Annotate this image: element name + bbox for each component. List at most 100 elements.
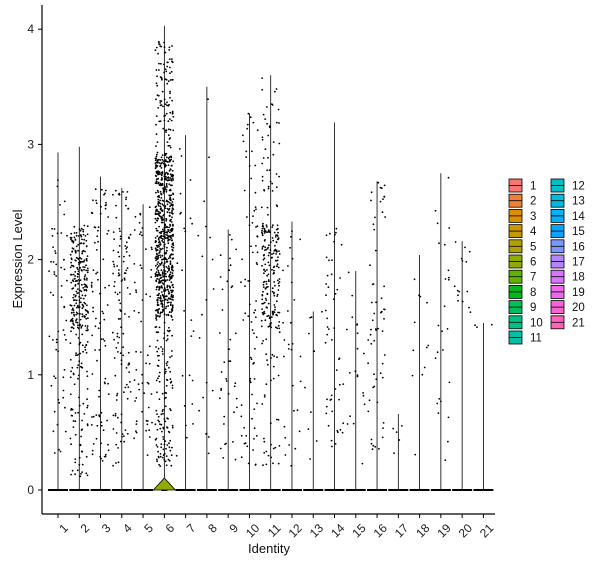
jitter-point bbox=[265, 226, 268, 228]
jitter-point bbox=[169, 273, 172, 276]
jitter-point bbox=[124, 386, 127, 389]
jitter-point bbox=[264, 246, 267, 249]
jitter-point bbox=[148, 206, 151, 209]
jitter-point bbox=[334, 443, 337, 445]
jitter-point bbox=[201, 255, 204, 258]
jitter-point bbox=[333, 240, 335, 243]
jitter-point bbox=[72, 273, 75, 276]
jitter-point bbox=[255, 208, 257, 211]
jitter-point bbox=[265, 383, 268, 386]
jitter-point bbox=[119, 230, 121, 233]
jitter-point bbox=[168, 285, 171, 288]
jitter-point bbox=[277, 418, 280, 421]
jitter-point bbox=[72, 322, 75, 325]
jitter-point bbox=[85, 455, 88, 458]
jitter-point bbox=[261, 175, 264, 178]
jitter-point bbox=[163, 41, 166, 44]
jitter-point bbox=[71, 469, 74, 472]
jitter-point bbox=[104, 189, 107, 192]
jitter-point bbox=[53, 271, 56, 273]
jitter-point bbox=[113, 338, 115, 341]
jitter-point bbox=[107, 443, 109, 446]
jitter-point bbox=[276, 293, 279, 296]
jitter-point bbox=[84, 348, 87, 351]
jitter-point bbox=[283, 355, 285, 358]
jitter-point bbox=[288, 444, 291, 446]
jitter-point bbox=[159, 211, 162, 214]
jitter-point bbox=[170, 301, 172, 304]
jitter-point bbox=[126, 191, 129, 193]
jitter-point bbox=[168, 226, 171, 229]
jitter-point bbox=[77, 243, 79, 246]
jitter-point bbox=[85, 313, 88, 316]
jitter-point bbox=[261, 246, 264, 248]
jitter-point bbox=[169, 329, 171, 332]
jitter-point bbox=[159, 296, 162, 299]
jitter-point bbox=[158, 251, 161, 254]
jitter-point bbox=[166, 361, 169, 363]
jitter-point bbox=[63, 334, 66, 336]
jitter-point bbox=[116, 335, 119, 338]
jitter-point bbox=[361, 462, 364, 465]
jitter-point bbox=[162, 272, 164, 275]
jitter-point bbox=[169, 146, 172, 149]
jitter-point bbox=[261, 77, 263, 79]
jitter-point bbox=[171, 318, 174, 321]
jitter-point bbox=[240, 456, 243, 459]
jitter-point bbox=[267, 314, 270, 317]
jitter-point bbox=[251, 222, 254, 224]
jitter-point bbox=[331, 259, 333, 261]
jitter-point bbox=[161, 261, 163, 264]
jitter-point bbox=[165, 219, 168, 222]
jitter-point bbox=[157, 204, 160, 207]
jitter-point bbox=[160, 280, 163, 282]
jitter-point bbox=[294, 447, 297, 450]
jitter-point bbox=[158, 274, 160, 276]
jitter-point bbox=[139, 264, 142, 267]
jitter-point bbox=[158, 262, 161, 265]
jitter-point bbox=[81, 463, 84, 466]
jitter-point bbox=[98, 349, 101, 351]
jitter-point bbox=[253, 408, 256, 410]
jitter-point bbox=[128, 254, 131, 257]
jitter-point bbox=[448, 227, 451, 229]
jitter-point bbox=[244, 285, 246, 287]
jitter-point bbox=[159, 423, 161, 425]
jitter-point bbox=[97, 327, 100, 330]
jitter-point bbox=[60, 232, 63, 234]
jitter-point bbox=[78, 463, 81, 466]
jitter-point bbox=[293, 299, 296, 301]
jitter-point bbox=[56, 185, 59, 188]
jitter-point bbox=[166, 141, 169, 144]
jitter-point bbox=[69, 253, 72, 256]
jitter-point bbox=[168, 214, 171, 217]
jitter-point bbox=[167, 230, 170, 233]
jitter-point bbox=[362, 394, 365, 397]
jitter-point bbox=[164, 368, 167, 371]
jitter-point bbox=[271, 310, 274, 313]
jitter-point bbox=[250, 358, 253, 361]
jitter-point bbox=[74, 412, 77, 414]
jitter-point bbox=[160, 291, 163, 293]
jitter-point bbox=[165, 233, 167, 236]
jitter-point bbox=[255, 336, 258, 339]
jitter-point bbox=[160, 207, 163, 210]
jitter-point bbox=[57, 350, 59, 353]
jitter-point bbox=[170, 194, 173, 197]
jitter-point bbox=[157, 198, 160, 201]
jitter-point bbox=[167, 236, 170, 238]
jitter-point bbox=[112, 231, 115, 234]
jitter-point bbox=[170, 464, 173, 467]
jitter-point bbox=[115, 216, 118, 219]
jitter-point bbox=[114, 291, 117, 294]
jitter-point bbox=[156, 350, 159, 353]
jitter-point bbox=[86, 406, 89, 409]
jitter-point bbox=[55, 263, 58, 266]
jitter-point bbox=[265, 463, 268, 466]
jitter-point bbox=[121, 433, 124, 435]
jitter-point bbox=[170, 70, 173, 73]
jitter-point bbox=[85, 289, 88, 292]
jitter-point bbox=[169, 118, 171, 120]
jitter-point bbox=[79, 289, 81, 292]
jitter-point bbox=[336, 288, 339, 291]
